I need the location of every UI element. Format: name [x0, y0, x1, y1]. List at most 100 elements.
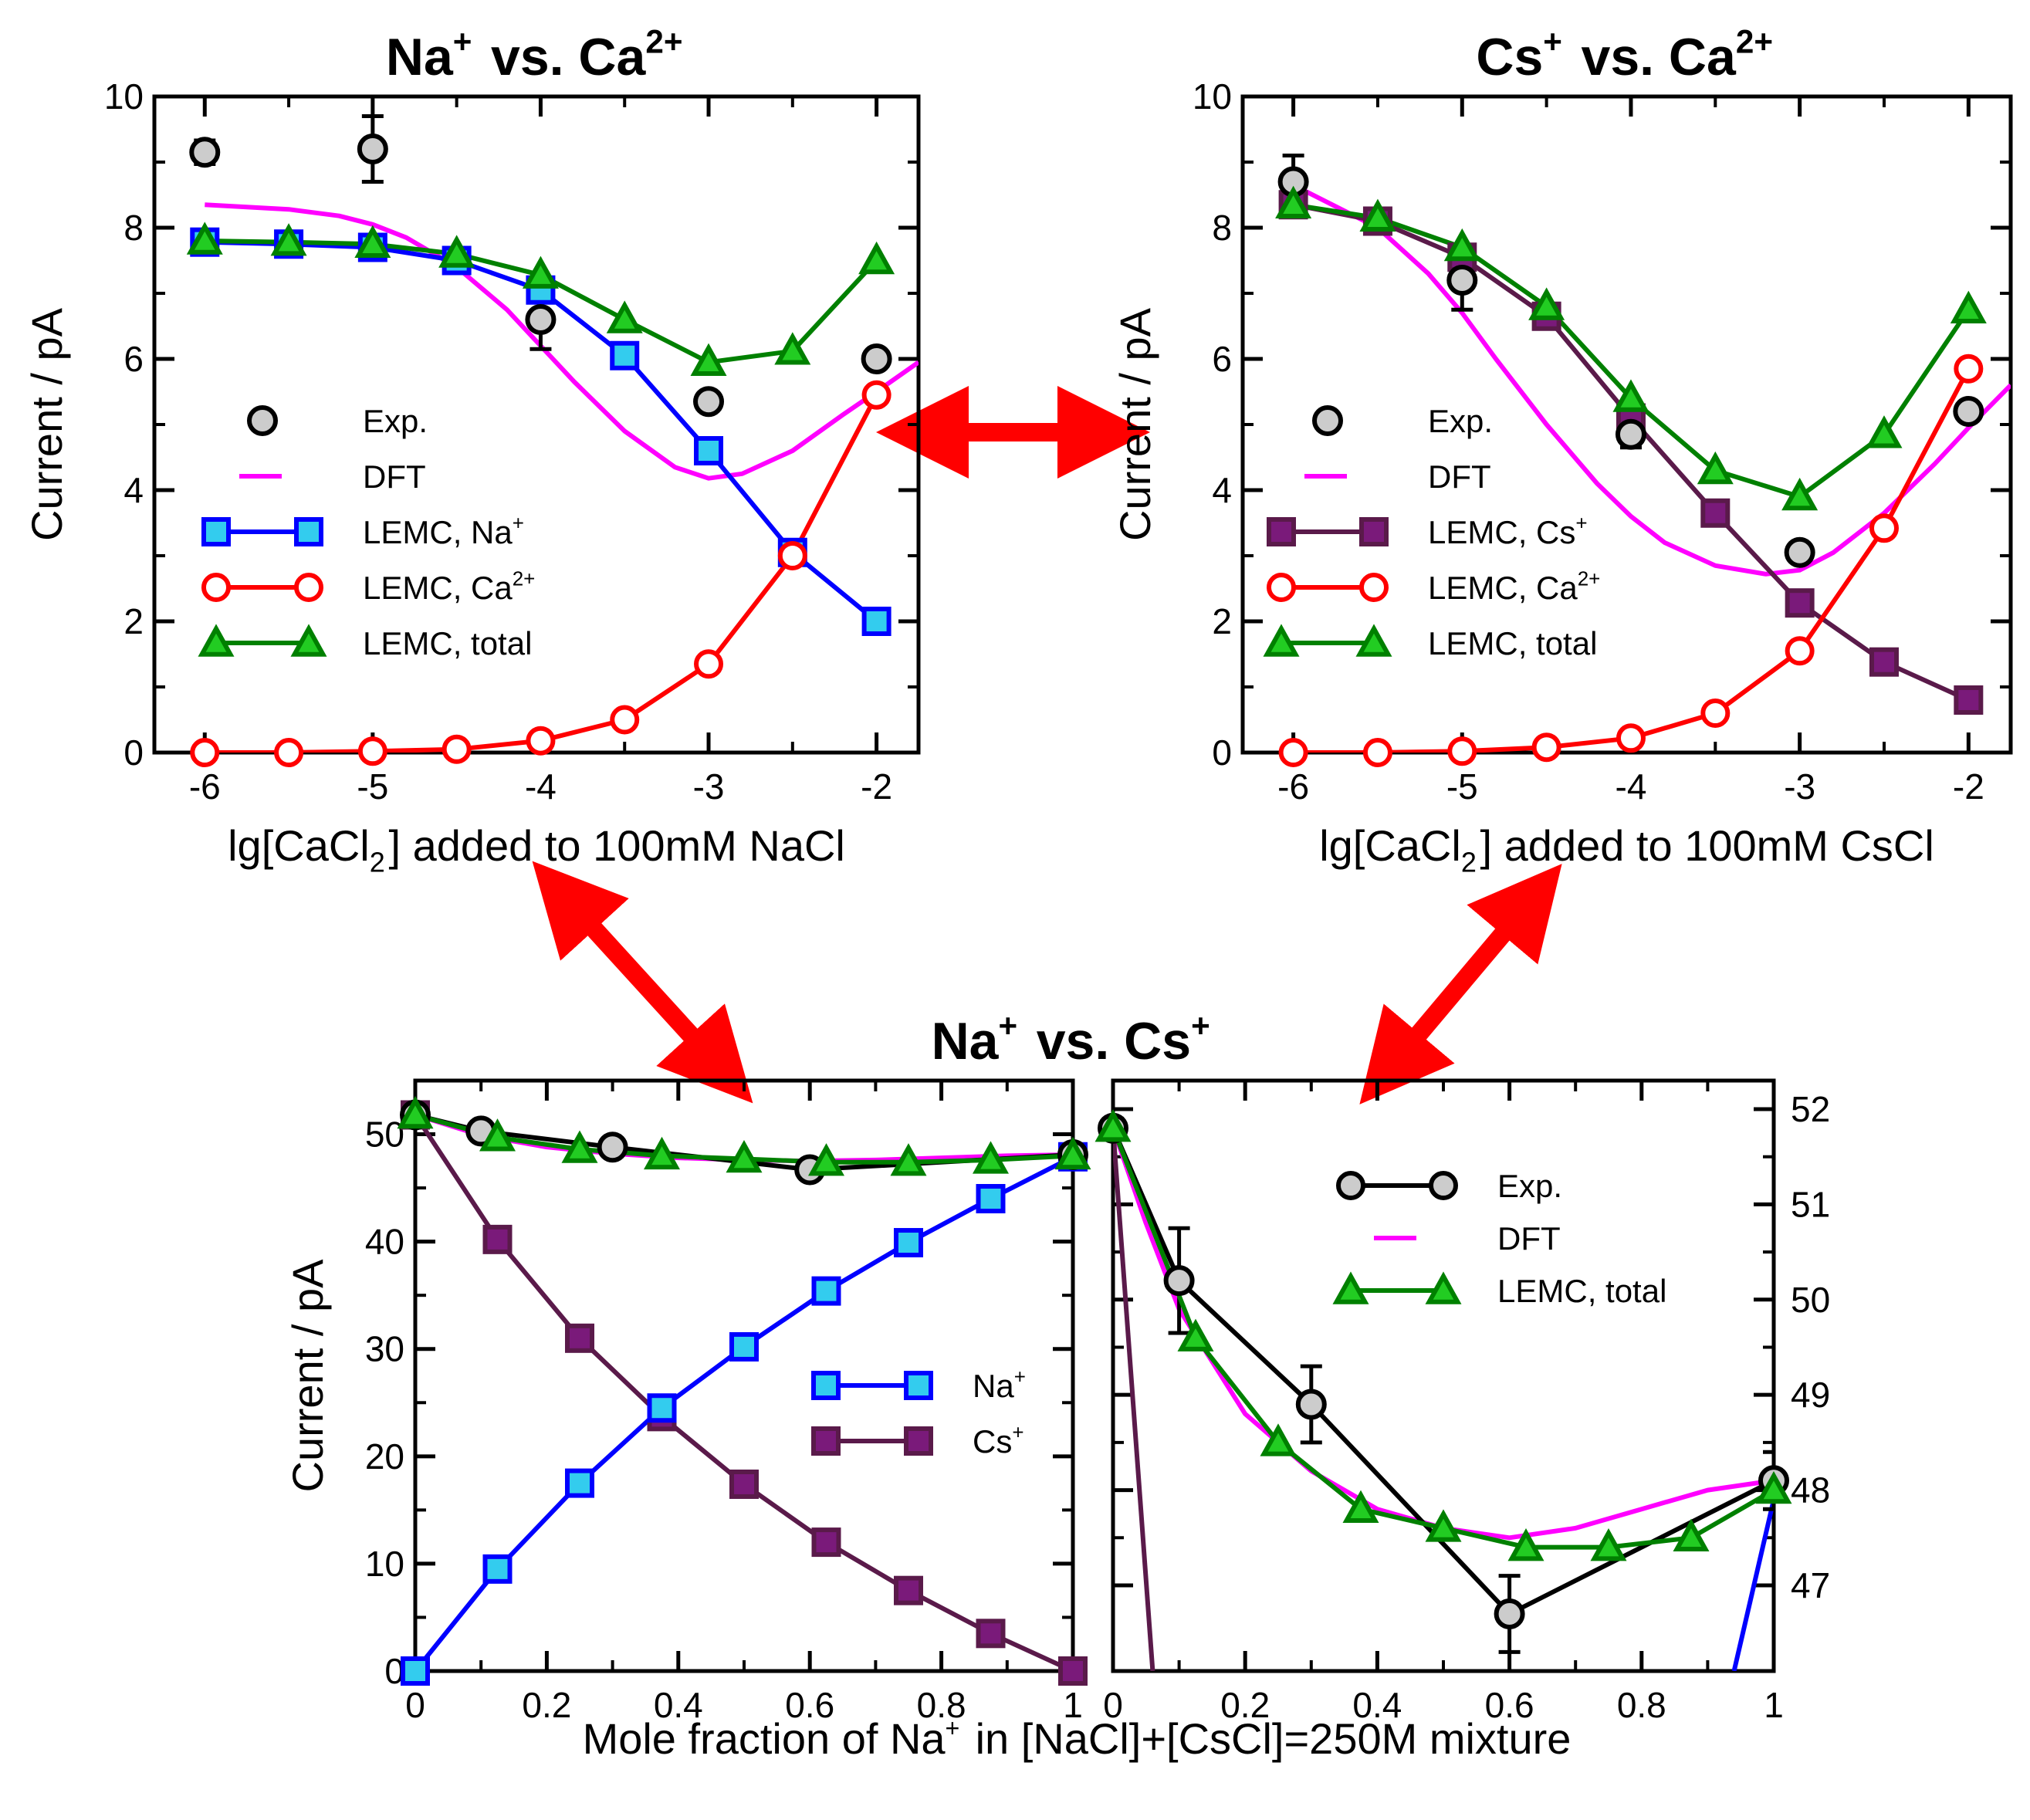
data-point-ion1 [1700, 498, 1731, 528]
y-tick-label: 4 [1212, 470, 1232, 510]
data-point-ion2 [777, 541, 807, 570]
data-point-ion2 [442, 734, 472, 764]
data-point-na [482, 1554, 513, 1584]
legend-item-ion2: LEMC, Ca2+ [201, 567, 535, 606]
data-point-exp [1494, 1598, 1525, 1629]
data-point-ion2 [526, 726, 556, 756]
data-point-ion2 [190, 738, 220, 767]
x-tick-label: -2 [1953, 766, 1984, 807]
y-tick-label: 4 [123, 470, 144, 510]
legend-item-ion2: LEMC, Ca2+ [1267, 567, 1600, 606]
series-line-cs [1113, 1128, 1155, 1671]
legend-item-total: LEMC, total [198, 624, 532, 661]
y-tick-label: 10 [365, 1544, 404, 1584]
legend-label: LEMC, total [1497, 1273, 1666, 1309]
data-point-exp [1953, 396, 1984, 427]
data-point-total [1177, 1318, 1214, 1351]
data-point-total [644, 1136, 680, 1170]
data-point-total [774, 332, 811, 365]
data-point-total [1697, 451, 1734, 485]
data-point-ion2 [610, 705, 640, 735]
x-tick-label: 0.6 [785, 1685, 834, 1725]
y-tick-label: 2 [1212, 601, 1232, 641]
y-tick-label: 49 [1791, 1375, 1830, 1415]
legend-swatch-marker [201, 517, 231, 546]
data-point-total [1866, 415, 1903, 448]
data-point-na [811, 1276, 841, 1306]
x-axis-label: Mole fraction of Na+ in [NaCl]+[CsCl]=25… [583, 1714, 1572, 1763]
legend-swatch-marker [247, 405, 278, 436]
data-point-ion2 [1447, 736, 1477, 766]
data-point-ion1 [610, 340, 640, 370]
legend-item-ion1: LEMC, Na+ [201, 511, 524, 550]
data-point-ion1 [1785, 588, 1815, 618]
x-tick-label: -2 [861, 766, 892, 807]
x-tick-label: -5 [357, 766, 388, 807]
comparison-arrows [532, 386, 1562, 1105]
y-tick-label: 0 [1212, 732, 1232, 773]
x-tick-label: 0.4 [1352, 1685, 1402, 1725]
data-point-exp [189, 137, 221, 168]
y-tick-label: 30 [365, 1329, 404, 1369]
legend-swatch-marker [201, 573, 231, 602]
data-point-ion2 [1616, 723, 1646, 753]
data-point-ion2 [861, 380, 892, 410]
series-line-na [1731, 1499, 1774, 1671]
x-tick-label: -3 [1784, 766, 1815, 807]
data-point-ion2 [1954, 354, 1984, 384]
data-point-total [354, 225, 391, 258]
data-point-total [1095, 1109, 1132, 1142]
legend-item-dft: DFT [1374, 1220, 1561, 1257]
legend-swatch-marker [1267, 573, 1296, 602]
data-point-cs [811, 1527, 841, 1558]
legend-item-na: Na+ [811, 1365, 1026, 1404]
series-layer [1113, 1116, 1774, 1671]
y-tick-label: 40 [365, 1222, 404, 1262]
legend-swatch-marker [1359, 517, 1389, 546]
legend-label: Exp. [363, 403, 428, 439]
data-point-ion2 [1785, 636, 1815, 666]
series-line-total [1293, 202, 1971, 499]
legend-swatch-marker [294, 517, 323, 546]
data-point-cs [894, 1575, 923, 1605]
legend-swatch-marker [294, 573, 323, 602]
legend-swatch-marker [1312, 405, 1343, 436]
data-point-total [270, 223, 307, 256]
legend-item-dft: DFT [1304, 458, 1491, 495]
data-point-ion2 [1278, 738, 1308, 767]
legend-item-total: LEMC, total [1332, 1271, 1666, 1309]
x-axis-label: lg[CaCl2 ] added to 100mM CsCl [1319, 821, 1934, 878]
x-tick-label: -4 [525, 766, 557, 807]
data-point-exp [1295, 1389, 1327, 1420]
data-point-total [522, 255, 559, 289]
legend-item-exp: Exp. [1336, 1168, 1562, 1204]
data-point-total [1425, 1509, 1462, 1542]
legend-swatch-marker [1359, 573, 1389, 602]
y-tick-label: 6 [123, 339, 144, 379]
data-point-total [858, 241, 895, 275]
y-tick-label: 47 [1791, 1565, 1830, 1605]
legend-swatch-marker [811, 1371, 841, 1400]
series-line-dft [205, 202, 919, 481]
data-point-total [1275, 185, 1312, 218]
data-point-total [1950, 290, 1987, 323]
data-point-cs [976, 1619, 1006, 1649]
data-point-total [1528, 287, 1565, 320]
y-tick-label: 10 [1193, 76, 1232, 117]
legend-item-ion1: LEMC, Cs+ [1267, 511, 1588, 550]
x-tick-label: 0.4 [654, 1685, 703, 1725]
x-tick-label: 0.6 [1485, 1685, 1534, 1725]
data-point-total [973, 1141, 1009, 1174]
data-point-ion2 [1531, 732, 1561, 763]
double-arrow [1359, 864, 1562, 1105]
data-point-ion2 [274, 738, 304, 767]
data-point-total [1781, 477, 1819, 511]
data-point-ion2 [1869, 513, 1899, 543]
x-tick-label: -5 [1446, 766, 1478, 807]
data-point-total [890, 1143, 927, 1176]
data-point-total [397, 1095, 434, 1129]
y-axis-label: Current / pA [283, 1259, 332, 1493]
data-point-total [479, 1118, 516, 1152]
data-point-exp [693, 386, 725, 418]
